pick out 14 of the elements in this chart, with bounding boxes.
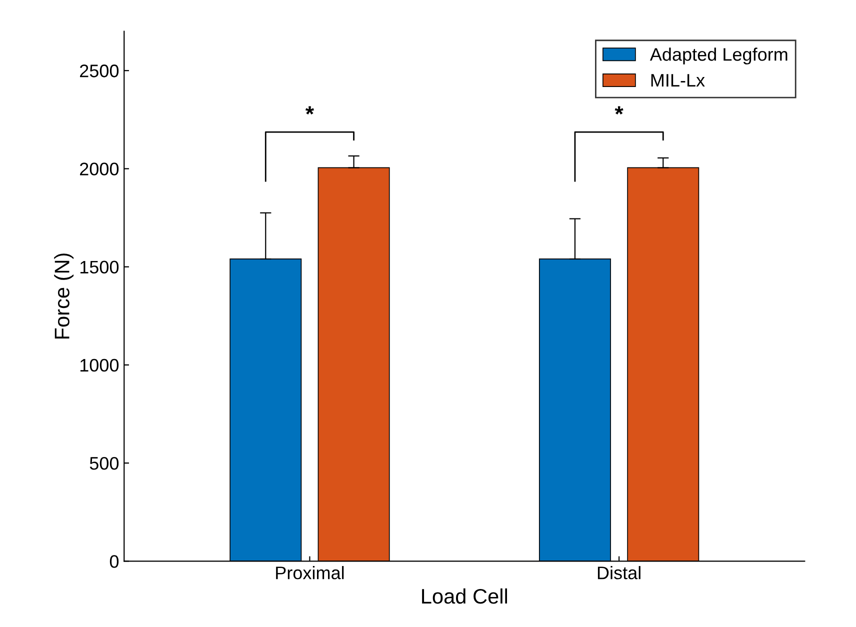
y-tick-label: 2000 <box>80 162 119 176</box>
x-tick-label: Proximal <box>276 566 344 580</box>
legend-label: MIL-Lx <box>651 74 705 87</box>
y-tick-label: 0 <box>110 555 119 568</box>
legend-label: Adapted Legform <box>650 48 788 64</box>
y-tick-label: 2500 <box>80 64 119 78</box>
x-axis-title: Load Cell <box>422 588 507 604</box>
y-axis-title: Force (N) <box>54 254 74 339</box>
y-tick-label: 1000 <box>80 358 119 372</box>
x-tick-label: Distal <box>598 566 640 580</box>
y-tick-label: 500 <box>90 456 119 470</box>
y-tick-label: 1500 <box>80 260 119 274</box>
annotation: * <box>614 106 624 114</box>
annotation: * <box>305 106 314 114</box>
